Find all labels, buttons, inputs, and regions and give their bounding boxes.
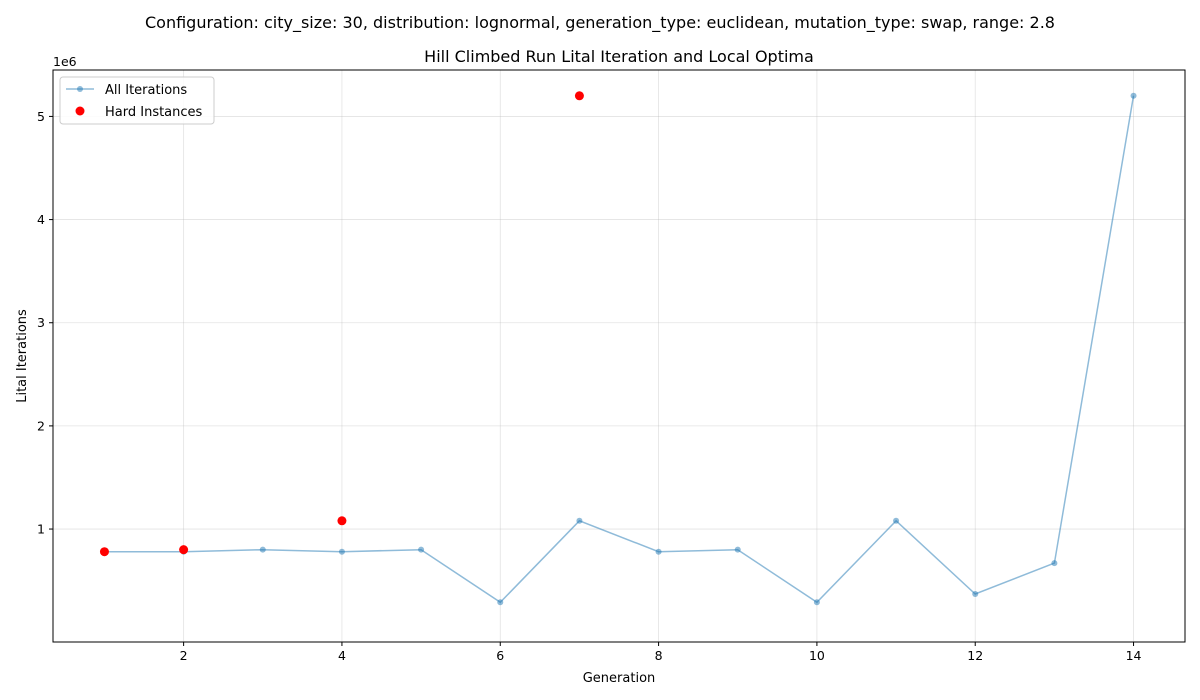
series-line-all-iterations xyxy=(104,95,1135,604)
y-tick-label: 2 xyxy=(37,418,45,433)
x-tick-label: 10 xyxy=(809,648,825,663)
point-hard-instance xyxy=(179,545,189,555)
point-all-iterations xyxy=(338,548,345,555)
grid xyxy=(53,70,1185,642)
plot-frame xyxy=(52,69,1186,643)
y-offset-label: 1e6 xyxy=(53,54,77,69)
x-tick-label: 14 xyxy=(1126,648,1142,663)
point-hard-instance xyxy=(574,91,584,101)
point-all-iterations xyxy=(418,546,425,553)
x-axis-label: Generation xyxy=(583,671,656,686)
y-axis-label: Lital Iterations xyxy=(15,309,30,403)
point-all-iterations xyxy=(1130,92,1137,99)
point-all-iterations xyxy=(655,548,662,555)
y-tick-label: 1 xyxy=(37,522,45,537)
legend-label-hard-instances: Hard Instances xyxy=(105,105,203,120)
point-hard-instance xyxy=(337,516,347,526)
legend-marker-hard-instances xyxy=(75,106,85,116)
legend-marker-all-iterations xyxy=(77,86,83,92)
point-all-iterations xyxy=(576,517,583,524)
series-layer xyxy=(99,91,1137,606)
point-hard-instance xyxy=(99,547,109,557)
x-tick-label: 12 xyxy=(967,648,983,663)
x-tick-label: 8 xyxy=(655,648,663,663)
suptitle: Configuration: city_size: 30, distributi… xyxy=(145,13,1055,33)
legend-label-all-iterations: All Iterations xyxy=(105,83,187,98)
legend: All Iterations Hard Instances xyxy=(59,76,215,125)
point-all-iterations xyxy=(734,546,741,553)
y-tick-label: 5 xyxy=(37,109,45,124)
y-tick-label: 4 xyxy=(37,212,45,227)
point-all-iterations xyxy=(972,591,979,598)
point-all-iterations xyxy=(497,599,504,606)
chart-title: Hill Climbed Run Lital Iteration and Loc… xyxy=(424,47,814,66)
point-all-iterations xyxy=(1051,560,1058,567)
x-tick-label: 4 xyxy=(338,648,346,663)
point-all-iterations xyxy=(259,546,266,553)
y-tick-label: 3 xyxy=(37,315,45,330)
point-all-iterations xyxy=(893,517,900,524)
x-tick-label: 2 xyxy=(180,648,188,663)
point-all-iterations xyxy=(813,599,820,606)
legend-box xyxy=(59,76,215,125)
x-tick-label: 6 xyxy=(496,648,504,663)
